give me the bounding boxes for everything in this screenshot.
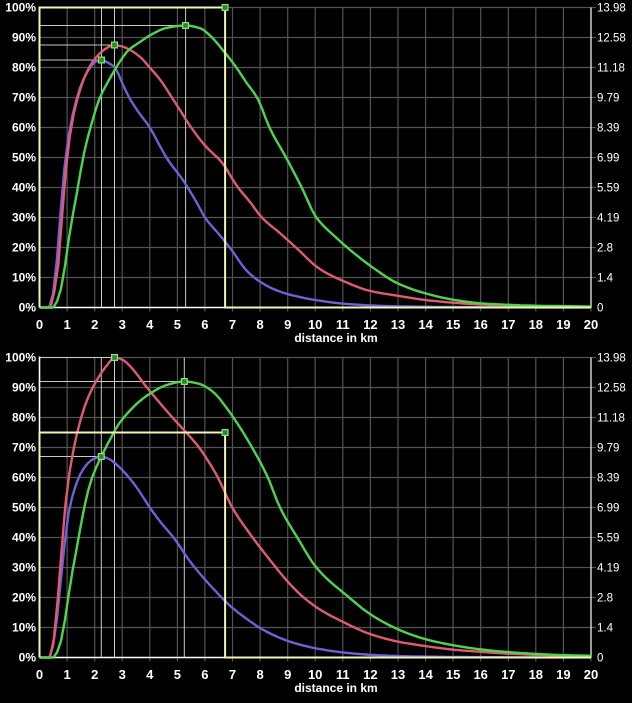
svg-text:13: 13 [391,317,405,332]
svg-text:12: 12 [363,667,377,682]
svg-text:0: 0 [597,303,603,315]
svg-text:17: 17 [501,667,515,682]
svg-text:13: 13 [391,667,405,682]
svg-text:12.58: 12.58 [597,33,626,45]
svg-text:8.39: 8.39 [597,473,619,485]
svg-text:18: 18 [529,667,543,682]
svg-text:3: 3 [119,667,126,682]
svg-text:7: 7 [229,317,236,332]
svg-text:12: 12 [363,317,377,332]
svg-text:6.99: 6.99 [597,153,619,165]
svg-text:1.4: 1.4 [597,273,614,285]
svg-text:90%: 90% [12,381,36,395]
svg-text:40%: 40% [12,531,36,545]
svg-text:10%: 10% [12,621,36,635]
svg-text:20: 20 [584,667,598,682]
svg-text:7: 7 [229,667,236,682]
svg-text:15: 15 [446,317,460,332]
svg-text:4: 4 [146,317,154,332]
svg-text:9.79: 9.79 [597,93,619,105]
svg-text:10%: 10% [12,271,36,285]
svg-text:3: 3 [119,317,126,332]
svg-text:1: 1 [63,317,70,332]
svg-text:20: 20 [584,317,598,332]
svg-text:5: 5 [174,667,181,682]
svg-text:0%: 0% [19,301,37,315]
svg-text:80%: 80% [12,411,36,425]
svg-text:distance in km: distance in km [294,681,377,695]
svg-text:11.18: 11.18 [597,413,625,425]
svg-text:9: 9 [284,667,291,682]
svg-text:distance in km: distance in km [294,331,377,345]
svg-text:40%: 40% [12,181,36,195]
svg-text:19: 19 [556,667,570,682]
svg-text:50%: 50% [12,501,36,515]
svg-text:100%: 100% [5,351,36,365]
svg-text:16: 16 [473,667,487,682]
svg-text:11: 11 [336,667,350,682]
svg-text:11.18: 11.18 [597,63,625,75]
svg-text:1.4: 1.4 [597,623,614,635]
svg-text:16: 16 [473,317,487,332]
svg-text:30%: 30% [12,211,36,225]
svg-text:9.79: 9.79 [597,443,619,455]
svg-text:10: 10 [308,667,322,682]
svg-text:5: 5 [174,317,181,332]
svg-text:8: 8 [256,317,263,332]
svg-text:19: 19 [556,317,570,332]
svg-text:2.8: 2.8 [597,593,613,605]
svg-text:60%: 60% [12,471,36,485]
svg-text:6.99: 6.99 [597,503,619,515]
svg-text:13.98: 13.98 [597,353,626,365]
svg-text:17: 17 [501,317,515,332]
svg-text:4: 4 [146,667,154,682]
svg-text:13.98: 13.98 [597,3,626,15]
svg-text:15: 15 [446,667,460,682]
svg-text:9: 9 [284,317,291,332]
svg-text:4.19: 4.19 [597,213,619,225]
svg-text:70%: 70% [12,441,36,455]
svg-text:14: 14 [418,667,433,682]
svg-text:8.39: 8.39 [597,123,619,135]
svg-text:80%: 80% [12,61,36,75]
svg-text:2: 2 [91,317,98,332]
svg-text:5.59: 5.59 [597,533,619,545]
svg-text:70%: 70% [12,91,36,105]
svg-text:0%: 0% [19,651,37,665]
svg-text:90%: 90% [12,31,36,45]
svg-text:6: 6 [201,667,208,682]
svg-text:10: 10 [308,317,322,332]
svg-text:2: 2 [91,667,98,682]
svg-text:60%: 60% [12,121,36,135]
svg-text:50%: 50% [12,151,36,165]
svg-text:8: 8 [256,667,263,682]
svg-text:20%: 20% [12,591,36,605]
svg-text:2.8: 2.8 [597,243,613,255]
svg-text:14: 14 [418,317,433,332]
svg-text:18: 18 [529,317,543,332]
svg-text:12.58: 12.58 [597,383,626,395]
svg-text:5.59: 5.59 [597,183,619,195]
svg-text:0: 0 [36,667,43,682]
svg-text:1: 1 [63,667,70,682]
svg-text:0: 0 [36,317,43,332]
svg-text:0: 0 [597,653,603,665]
svg-text:30%: 30% [12,561,36,575]
svg-text:6: 6 [201,317,208,332]
svg-text:4.19: 4.19 [597,563,619,575]
svg-text:20%: 20% [12,241,36,255]
svg-text:11: 11 [336,317,350,332]
svg-text:100%: 100% [5,1,36,15]
